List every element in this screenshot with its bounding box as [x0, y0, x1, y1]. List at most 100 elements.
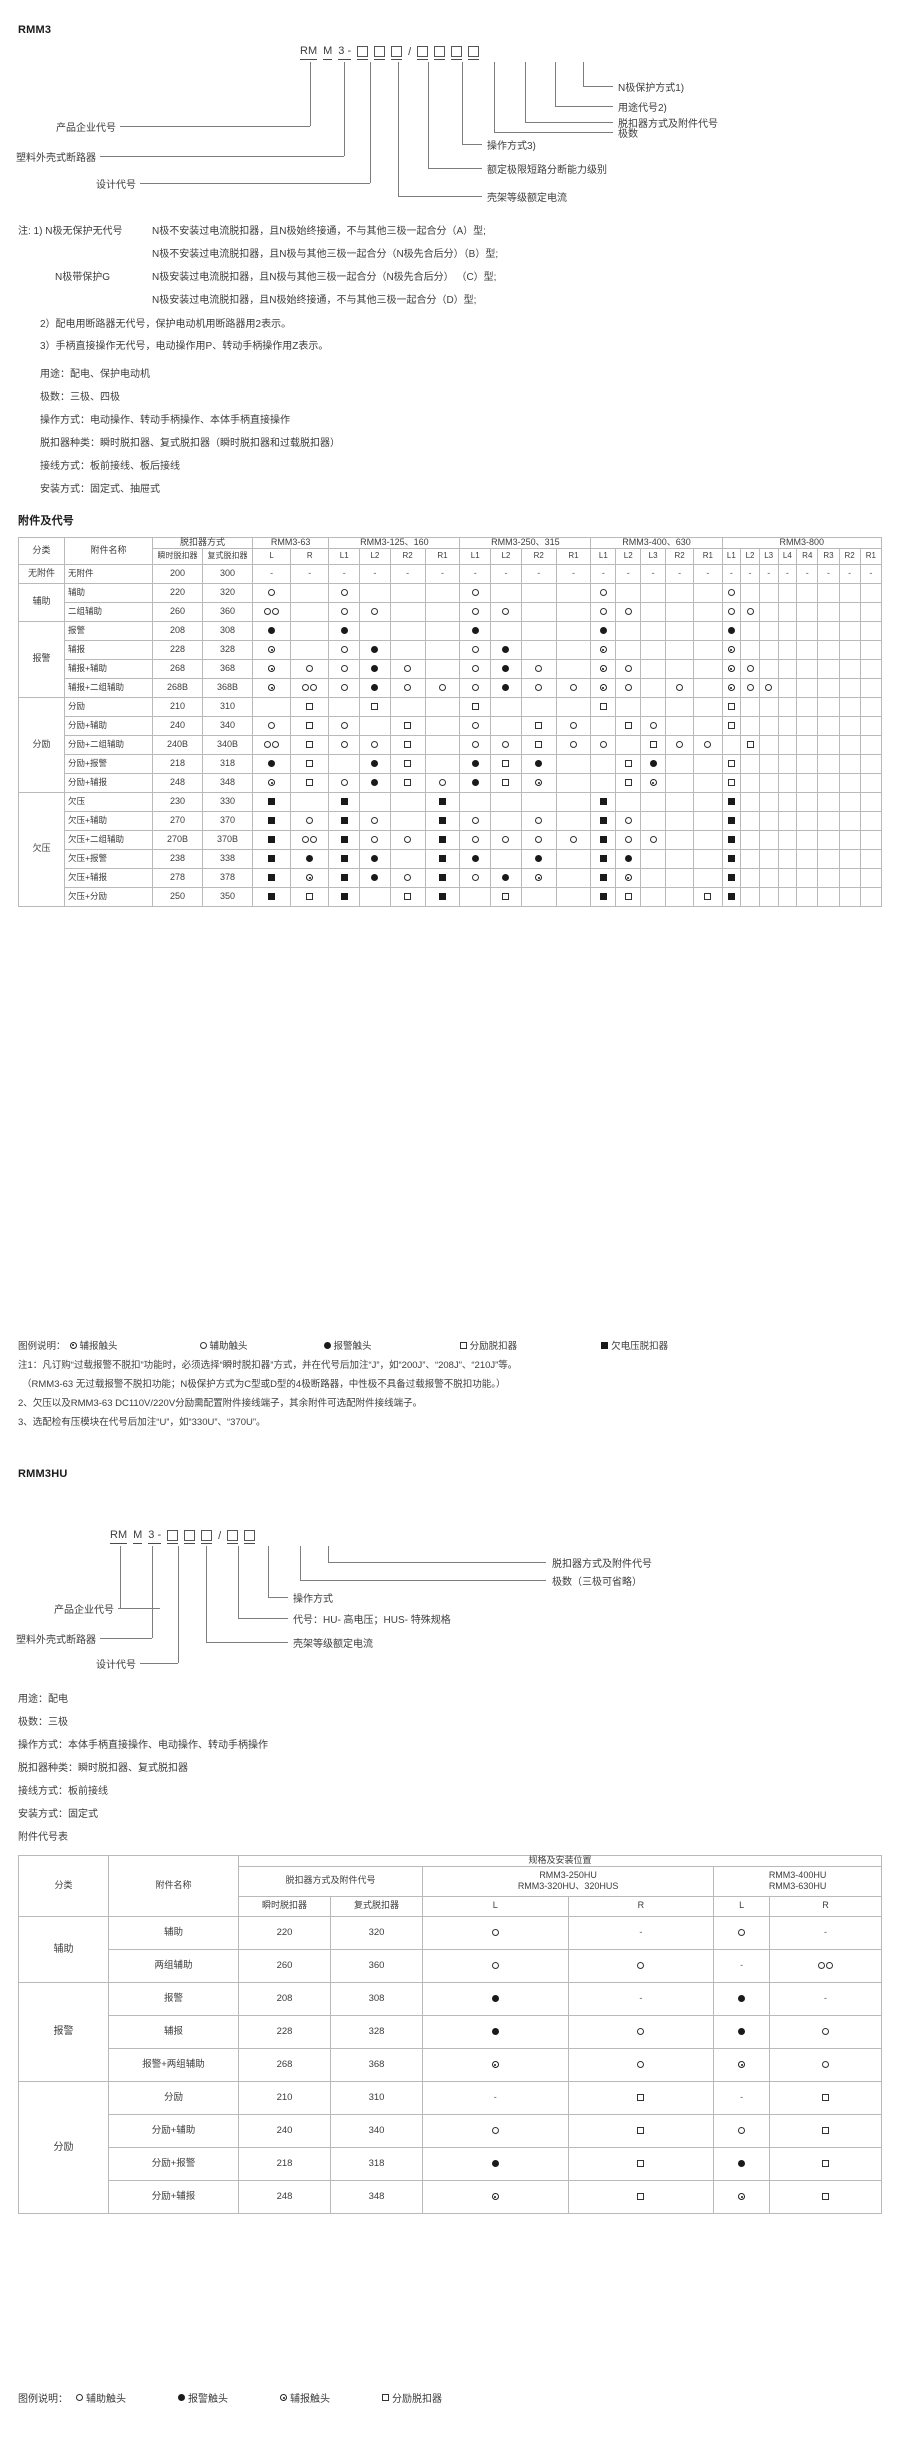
- cell-symbols: [360, 817, 390, 825]
- td-matrix-cell: -: [567, 1981, 715, 2016]
- td-matrix-cell: [290, 696, 330, 717]
- td-matrix-cell: [859, 677, 883, 698]
- symbol-aux: [264, 741, 272, 749]
- td-matrix-cell: [640, 886, 667, 907]
- td-matrix-cell: -: [555, 563, 592, 584]
- cell-symbols: [569, 2193, 714, 2201]
- td-matrix-cell: [424, 867, 461, 888]
- cell-symbols: [391, 665, 425, 673]
- th-group-4: RMM3-800: [721, 537, 883, 549]
- symbol-shunt: [649, 741, 657, 749]
- td-matrix-cell: [859, 753, 883, 774]
- symbol-alarm: [340, 627, 348, 635]
- legend-item-text: 报警触头: [333, 1341, 372, 1352]
- cell-symbols: [591, 741, 615, 749]
- cell-symbols: [253, 589, 290, 597]
- cell-dash: -: [651, 567, 655, 578]
- cell-symbols: [360, 741, 390, 749]
- td-matrix-cell: [777, 658, 798, 679]
- td-matrix-cell: [422, 2146, 569, 2181]
- td-matrix-cell: -: [567, 1915, 715, 1950]
- symbol-aux: [826, 1962, 834, 1970]
- symbol-aux: [599, 608, 607, 616]
- cell-symbols: [591, 703, 615, 711]
- td-matrix-cell: [640, 791, 667, 812]
- td-matrix-cell: -: [490, 563, 522, 584]
- symbol-shunt: [306, 722, 314, 730]
- cell-symbols: [694, 741, 721, 749]
- table-row: 分励 分励 210 310: [18, 696, 883, 793]
- cell-symbols: [291, 741, 328, 749]
- cell-symbols: [741, 608, 759, 616]
- note-1-text-0: N极不安装过电流脱扣器，且N极始终接通，不与其他三极一起合分（A）型;: [152, 226, 486, 237]
- legend-item-aux: 辅助触头: [76, 2390, 126, 2405]
- td-matrix-cell: [389, 658, 426, 679]
- cell-symbols: [423, 2127, 568, 2135]
- td-matrix-cell: [555, 582, 592, 603]
- td-matrix-cell: [769, 2179, 882, 2214]
- symbol-shunt: [306, 760, 314, 768]
- td-matrix-cell: [640, 753, 667, 774]
- td-matrix-cell: [490, 620, 522, 641]
- td-matrix-cell: [769, 2014, 882, 2049]
- td-matrix-cell: [758, 677, 779, 698]
- cell-symbols: [591, 589, 615, 597]
- symbol-shunt: [404, 741, 412, 749]
- cell-symbols: [253, 760, 290, 768]
- td-matrix-cell: [640, 810, 667, 831]
- td-composite-code: 340: [330, 2113, 423, 2148]
- symbol-shunt: [371, 703, 379, 711]
- td-matrix-cell: [328, 696, 361, 717]
- td-instant-code: 218: [152, 753, 203, 774]
- cell-symbols: [491, 741, 521, 749]
- td-matrix-cell: [838, 791, 861, 812]
- td-matrix-cell: [290, 772, 330, 793]
- symbol-shunt: [624, 779, 632, 787]
- leader-line-h: [268, 1597, 288, 1598]
- cell-symbols: [723, 722, 741, 730]
- td-instant-code: 208: [152, 620, 203, 641]
- td-instant-code: 260: [238, 1948, 331, 1983]
- td-matrix-cell: [328, 639, 361, 660]
- legend-item-text: 辅助触头: [86, 2394, 126, 2405]
- symbol-aux: [570, 684, 578, 692]
- legend-item-text: 分励脱扣器: [469, 1341, 518, 1352]
- td-accessory-name: 分励+辅报: [108, 2179, 239, 2214]
- td-matrix-cell: [520, 639, 557, 660]
- td-matrix-cell: [817, 639, 840, 660]
- symbol-uv: [599, 817, 607, 825]
- td-matrix-cell: [640, 867, 667, 888]
- td-matrix-cell: [758, 753, 779, 774]
- td-composite-code: 330: [202, 791, 253, 812]
- td-instant-code: 248: [238, 2179, 331, 2214]
- td-matrix-cell: -: [251, 563, 292, 584]
- td-matrix-cell: [796, 677, 819, 698]
- cell-symbols: [253, 741, 290, 749]
- td-instant-code: 228: [152, 639, 203, 660]
- td-matrix-cell: [389, 734, 426, 755]
- td-matrix-cell: [359, 886, 391, 907]
- symbol-alarm: [727, 627, 735, 635]
- td-matrix-cell: [567, 2014, 715, 2049]
- symbol-aux: [502, 836, 510, 844]
- symbol-aux: [637, 2028, 645, 2036]
- td-matrix-cell: [640, 734, 667, 755]
- td-matrix-cell: [665, 582, 695, 603]
- td-matrix-cell: [328, 582, 361, 603]
- td-matrix-cell: [251, 715, 292, 736]
- cell-symbols: [591, 817, 615, 825]
- legend-item-alarm: 报警触头: [178, 2390, 228, 2405]
- symbol-shunt: [535, 722, 543, 730]
- cell-symbols: [423, 1929, 568, 1937]
- td-matrix-cell: [838, 753, 861, 774]
- symbol-alarm: [738, 2160, 746, 2168]
- td-matrix-cell: [567, 2047, 715, 2082]
- td-matrix-cell: [490, 867, 522, 888]
- td-matrix-cell: [424, 734, 461, 755]
- td-accessory-name: 欠压+辅报: [64, 867, 153, 888]
- td-matrix-cell: [665, 677, 695, 698]
- td-matrix-cell: [590, 734, 617, 755]
- td-matrix-cell: [615, 734, 642, 755]
- symbol-aux: [438, 684, 446, 692]
- leader-label-right-6: 壳架等级额定电流: [487, 193, 567, 204]
